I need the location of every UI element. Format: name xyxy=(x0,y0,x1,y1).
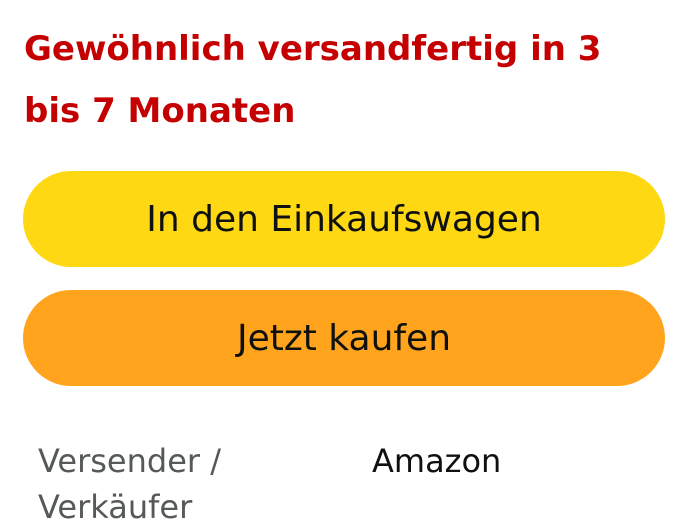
buy-now-button[interactable]: Jetzt kaufen xyxy=(23,290,665,386)
availability-message: Gewöhnlich versandfertig in 3 bis 7 Mona… xyxy=(24,29,602,131)
seller-value: Amazon xyxy=(372,442,502,480)
add-to-cart-button[interactable]: In den Einkaufswagen xyxy=(23,171,665,267)
seller-label: Versender / Verkäufer xyxy=(38,442,221,526)
